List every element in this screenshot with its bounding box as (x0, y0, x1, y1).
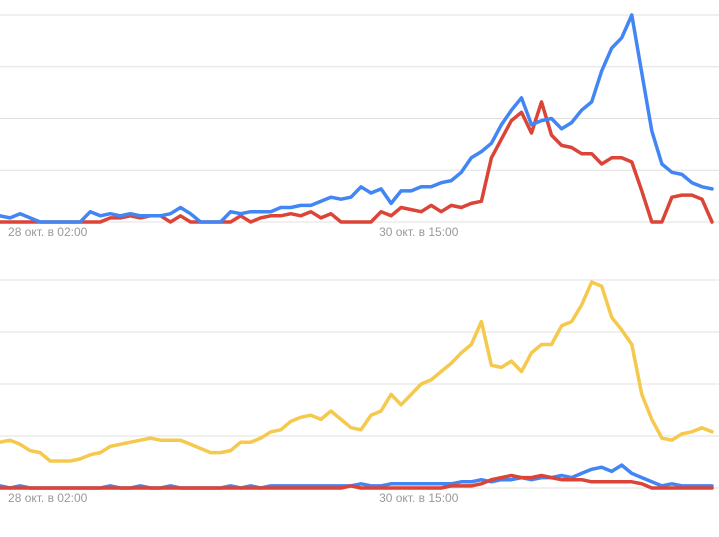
x-tick-label: 28 окт. в 02:00 (8, 225, 88, 239)
x-tick-label: 28 окт. в 02:00 (8, 491, 88, 505)
series-line (0, 100, 714, 224)
series-line (0, 280, 714, 463)
x-tick-label: 30 окт. в 15:00 (379, 491, 459, 505)
series-line (0, 13, 714, 224)
series-line (0, 473, 714, 490)
series-line (0, 463, 714, 490)
x-tick-label: 30 окт. в 15:00 (379, 225, 459, 239)
